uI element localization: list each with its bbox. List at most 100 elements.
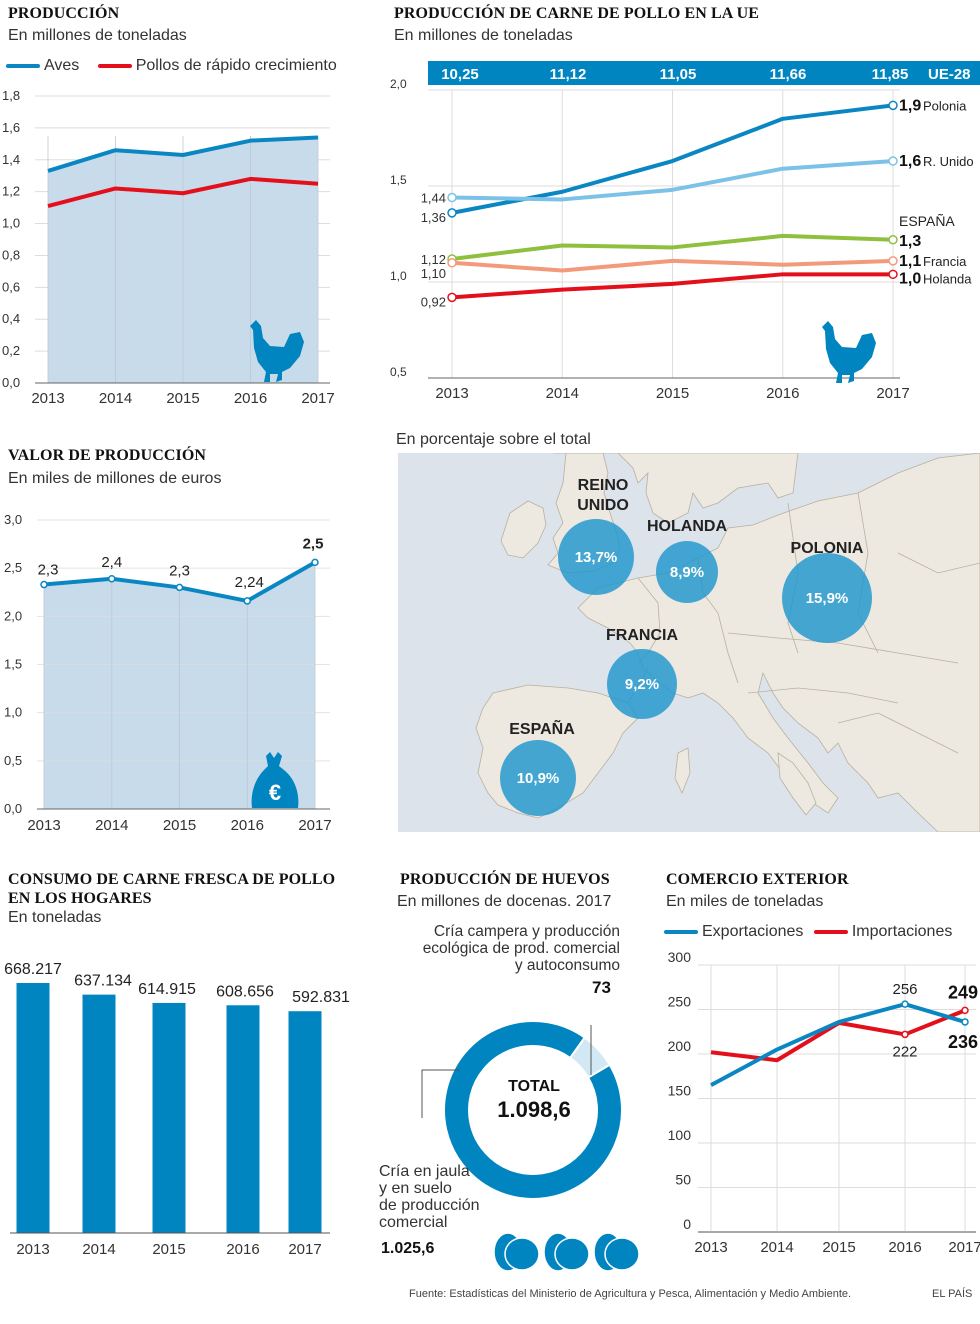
y-tick-label: 100 bbox=[668, 1127, 692, 1143]
huevos-small-value: 73 bbox=[592, 978, 611, 997]
y-tick-label: 0,4 bbox=[2, 311, 20, 326]
produccion-legend: Aves Pollos de rápido crecimiento bbox=[6, 57, 337, 75]
start-value-label: 0,92 bbox=[421, 294, 446, 309]
huevos-big-label: Cría en jaula y en suelo de producción c… bbox=[379, 1163, 480, 1231]
end-name-label: R. Unido bbox=[923, 154, 974, 169]
ue28-value: 11,85 bbox=[872, 66, 909, 83]
x-tick-label: 2013 bbox=[16, 1241, 49, 1258]
data-label: 256 bbox=[892, 981, 917, 998]
comercio-legend: Exportaciones Importaciones bbox=[664, 923, 952, 941]
legend-swatch bbox=[6, 63, 40, 68]
huevos-big-value: 1.025,6 bbox=[381, 1240, 435, 1257]
comercio-title: COMERCIO EXTERIOR bbox=[666, 871, 849, 888]
euro-symbol: € bbox=[269, 780, 281, 805]
y-tick-label: 2,5 bbox=[4, 560, 22, 575]
comercio-subtitle: En miles de toneladas bbox=[666, 893, 824, 910]
start-marker bbox=[447, 258, 457, 268]
series-line-espaa bbox=[451, 233, 894, 261]
consumo-subtitle: En toneladas bbox=[8, 909, 102, 926]
y-tick-label: 0,5 bbox=[390, 365, 407, 379]
data-point bbox=[40, 580, 48, 589]
start-value-label: 1,36 bbox=[421, 210, 446, 225]
data-point bbox=[961, 1018, 969, 1026]
data-label: 236 bbox=[948, 1032, 978, 1052]
small-label-line: Cría campera y producción bbox=[433, 923, 620, 940]
x-tick-label: 2016 bbox=[888, 1239, 921, 1256]
bar-value-label: 592.831 bbox=[292, 989, 350, 1006]
y-tick-label: 0,0 bbox=[2, 375, 20, 390]
bar-2016 bbox=[226, 1005, 260, 1233]
leader-line-big bbox=[421, 1069, 460, 1118]
legend-swatch bbox=[664, 929, 698, 934]
end-marker bbox=[888, 100, 898, 111]
x-tick-label: 2014 bbox=[760, 1239, 793, 1256]
big-label-line: comercial bbox=[379, 1214, 448, 1231]
data-point bbox=[901, 1030, 909, 1039]
start-value-label: 1,44 bbox=[421, 191, 446, 206]
series-line-aves bbox=[47, 135, 319, 173]
bar-2017 bbox=[288, 1011, 322, 1233]
ue-subtitle: En millones de toneladas bbox=[394, 27, 573, 44]
data-label: 2,5 bbox=[303, 535, 324, 552]
y-tick-label: 1,0 bbox=[390, 269, 407, 283]
end-value-label: 1,9 bbox=[899, 97, 921, 114]
series-line-exportaciones bbox=[710, 1002, 966, 1087]
produccion-subtitle: En millones de toneladas bbox=[8, 27, 187, 44]
y-tick-label: 1,6 bbox=[2, 120, 20, 135]
x-tick-label: 2014 bbox=[82, 1241, 115, 1258]
legend-swatch bbox=[813, 929, 848, 934]
huevos-subtitle: En millones de docenas. 2017 bbox=[397, 893, 612, 910]
donut-slice-jaula bbox=[443, 1020, 623, 1200]
y-tick-label: 1,5 bbox=[4, 657, 22, 672]
eggs-icon bbox=[493, 1232, 640, 1272]
y-tick-label: 250 bbox=[668, 994, 692, 1010]
data-point bbox=[901, 1000, 909, 1008]
produccion-chart: 0,0 0,2 0,4 0,6 0,8 1,0 1,2 1,4 1,6 1,8 2013 2014 20… bbox=[2, 88, 335, 407]
end-value-label: 1,3 bbox=[899, 233, 921, 250]
x-tick-label: 2017 bbox=[948, 1239, 980, 1256]
y-tick-label: 1,2 bbox=[2, 184, 20, 199]
huevos-donut bbox=[421, 1020, 623, 1200]
start-marker bbox=[447, 192, 457, 203]
chicken-icon-group bbox=[250, 320, 304, 382]
ue-title: PRODUCCIÓN DE CARNE DE POLLO EN LA UE bbox=[394, 5, 760, 22]
bar-value-label: 608.656 bbox=[216, 983, 274, 1000]
legend-item-pollos: Pollos de rápido crecimiento bbox=[97, 57, 337, 74]
ue-chart: 10,25 11,12 11,05 11,66 11,85 UE-28 0,5 1,0 1,5 2… bbox=[390, 61, 980, 402]
huevos-total-label: TOTAL bbox=[508, 1078, 560, 1095]
data-label: 2,3 bbox=[169, 562, 190, 579]
money-bag-shape bbox=[251, 752, 299, 808]
bar-value-label: 637.134 bbox=[74, 973, 132, 990]
ue28-value: 11,05 bbox=[660, 66, 697, 83]
valor-subtitle: En miles de millones de euros bbox=[8, 470, 222, 487]
consumo-title-line2: EN LOS HOGARES bbox=[8, 890, 152, 907]
mapa-subtitle: En porcentaje sobre el total bbox=[396, 431, 591, 448]
y-tick-label: 0,5 bbox=[4, 753, 22, 768]
legend-label: Importaciones bbox=[851, 923, 953, 940]
y-tick-label: 0,2 bbox=[2, 343, 20, 358]
y-tick-label: 200 bbox=[668, 1038, 692, 1054]
data-point bbox=[108, 575, 116, 583]
legend-item-importaciones: Importaciones bbox=[813, 923, 953, 940]
brand-label: EL PAÍS bbox=[932, 1288, 973, 1300]
ue28-band bbox=[428, 61, 980, 85]
series-line-francia bbox=[451, 258, 894, 273]
data-point bbox=[175, 583, 184, 592]
y-tick-label: 1,0 bbox=[4, 705, 22, 720]
data-label: 2,4 bbox=[101, 554, 122, 571]
valor-chart: 0,0 0,5 1,0 1,5 2,0 2,5 3,0 2013 2014 2015 2016 201… bbox=[4, 512, 332, 834]
series-line-pollos bbox=[47, 176, 319, 208]
big-label-line: de producción bbox=[379, 1197, 480, 1214]
y-tick-label: 1,4 bbox=[2, 152, 20, 167]
y-tick-label: 2,0 bbox=[4, 608, 22, 623]
ue28-label: UE-28 bbox=[928, 66, 971, 83]
y-tick-label: 0,0 bbox=[4, 801, 22, 816]
start-marker bbox=[447, 208, 457, 218]
legend-label: Exportaciones bbox=[702, 923, 804, 940]
y-tick-label: 0,6 bbox=[2, 279, 20, 294]
series-line-runido bbox=[451, 159, 894, 202]
data-point bbox=[243, 597, 251, 605]
end-name-label: Francia bbox=[923, 254, 967, 269]
ue28-value: 10,25 bbox=[441, 66, 479, 83]
bar-2015 bbox=[152, 1002, 186, 1233]
